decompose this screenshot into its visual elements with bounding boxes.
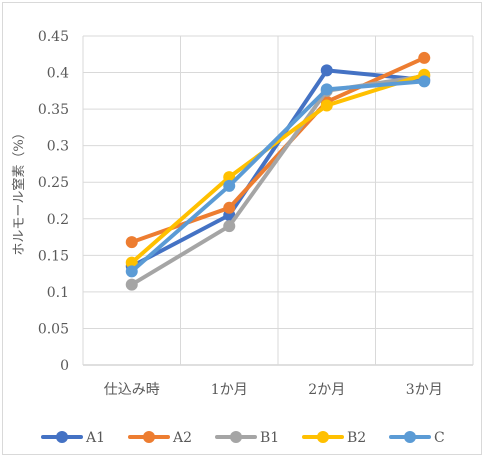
data-point — [223, 201, 236, 214]
legend-label: A2 — [172, 430, 192, 446]
y-tick-label: 0.25 — [38, 175, 69, 191]
chart-frame: ホルモール窒素（%） 0 0.05 0.1 0.15 0.2 0.25 0.3 0.35 0.4… — [2, 2, 482, 455]
legend-item: B1 — [215, 430, 279, 446]
x-tick-label: 1か月 — [211, 382, 248, 398]
legend-marker — [317, 431, 329, 443]
gridlines — [82, 35, 474, 366]
series-line — [129, 55, 427, 245]
y-axis-label: ホルモール窒素（%） — [11, 126, 27, 255]
x-tick-labels: 仕込み時 1か月 2か月 3か月 — [104, 382, 443, 398]
y-tick-label: 0.05 — [38, 321, 69, 337]
y-tick-label: 0.35 — [38, 102, 69, 118]
y-tick-label: 0.1 — [47, 285, 69, 301]
y-tick-label: 0.4 — [47, 66, 69, 82]
legend-item: C — [389, 430, 445, 446]
legend-item: B2 — [302, 430, 366, 446]
series-lines — [125, 51, 431, 291]
legend-item: A1 — [41, 430, 105, 446]
legend-marker — [404, 431, 416, 443]
legend-label: C — [434, 430, 445, 446]
legend-item: A2 — [128, 430, 192, 446]
y-tick-label: 0.45 — [38, 29, 69, 45]
y-tick-label: 0.15 — [38, 248, 69, 264]
legend: A1 A2 B1 B2 C — [41, 430, 445, 446]
x-tick-label: 3か月 — [406, 382, 443, 398]
legend-label: A1 — [85, 430, 105, 446]
x-tick-label: 2か月 — [308, 382, 345, 398]
data-point — [418, 51, 431, 64]
legend-label: B2 — [347, 430, 366, 446]
series-line — [129, 72, 427, 265]
data-point — [320, 64, 333, 77]
y-tick-label: 0 — [60, 358, 69, 374]
x-tick-label: 仕込み時 — [104, 382, 160, 398]
data-point — [320, 99, 333, 112]
series-line — [129, 79, 427, 274]
y-tick-label: 0.3 — [47, 139, 69, 155]
data-point — [125, 265, 138, 278]
data-point — [125, 256, 138, 269]
line-chart: ホルモール窒素（%） 0 0.05 0.1 0.15 0.2 0.25 0.3 0.35 0.4… — [11, 29, 474, 446]
data-point — [223, 220, 236, 233]
legend-label: B1 — [260, 430, 279, 446]
legend-marker — [143, 431, 155, 443]
data-point — [125, 278, 138, 291]
legend-marker — [230, 431, 242, 443]
data-point — [418, 75, 431, 88]
data-point — [125, 236, 138, 249]
series-C — [125, 75, 431, 278]
y-tick-label: 0.2 — [47, 212, 69, 228]
y-tick-labels: 0 0.05 0.1 0.15 0.2 0.25 0.3 0.35 0.4 0.45 — [38, 29, 69, 374]
data-point — [223, 179, 236, 192]
data-point — [320, 83, 333, 96]
series-A2 — [125, 51, 431, 249]
legend-marker — [56, 431, 68, 443]
